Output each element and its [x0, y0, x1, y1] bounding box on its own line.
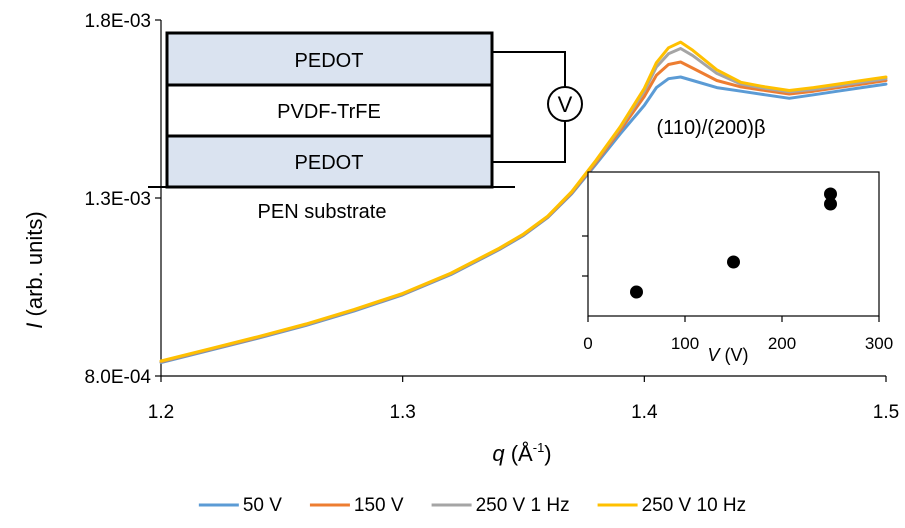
voltmeter-icon: [547, 86, 583, 122]
y-tick-label: 8.0E-04: [84, 367, 151, 388]
legend-item: 250 V 10 Hz: [597, 495, 747, 516]
series-line-250-v-10-hz: [159, 40, 888, 363]
inset-x-ticks: 0 100 200 300: [583, 316, 893, 353]
inset-x-axis-label-italic: V: [707, 345, 721, 365]
layer-label-pedot-bottom: PEDOT: [295, 152, 364, 174]
y-tick-label: 1.3E-03: [84, 189, 151, 210]
peak-annotation: (110)/(200)β: [657, 117, 766, 139]
inset-x-axis-label-rest: (V): [720, 345, 749, 365]
inset-data-point: [824, 197, 837, 211]
x-tick-label: 1.4: [631, 402, 658, 423]
x-axis-label-italic: q: [492, 441, 505, 466]
circuit-wire: [492, 51, 566, 87]
inset-points: [630, 187, 837, 299]
layer-label-pedot-top: PEDOT: [295, 50, 364, 72]
series-lines: [159, 40, 888, 364]
inset-x-tick-label: 300: [865, 334, 893, 353]
legend: 50 V 150 V 250 V 1 Hz 250 V 10 Hz: [198, 495, 747, 516]
legend-label: 250 V 10 Hz: [642, 495, 747, 516]
legend-item: 50 V: [198, 495, 282, 516]
pedot-top-layer: [165, 31, 494, 87]
x-tick-label: 1.3: [389, 402, 415, 423]
inset-y-ticks: [582, 235, 588, 277]
inset-data-point: [727, 255, 740, 269]
y-axis-label: I (arb. units): [22, 211, 47, 328]
inset-x-tick-label: 0: [583, 334, 592, 353]
legend-label: 250 V 1 Hz: [476, 495, 570, 516]
inset-plot: 0 100 200 300 V (V): [582, 171, 893, 365]
circuit-wire-bottom: [492, 121, 566, 163]
inset-x-tick-label: 100: [671, 334, 699, 353]
x-axis-label-sup: -1: [533, 440, 545, 455]
x-axis-label-close: ): [544, 441, 551, 466]
layer-label-pvdf: PVDF-TrFE: [277, 101, 381, 123]
y-tick-label: 1.8E-03: [84, 11, 151, 32]
pedot-bottom-layer: [165, 134, 494, 189]
voltmeter-label: V: [558, 92, 573, 117]
x-axis-label: q (Å-1): [492, 440, 551, 466]
x-tick-label: 1.2: [148, 402, 174, 423]
x-ticks: 1.2 1.3 1.4 1.5: [148, 376, 899, 423]
inset-data-point: [824, 187, 837, 201]
y-ticks: 8.0E-04 1.3E-03 1.8E-03: [84, 11, 161, 388]
substrate-label: PEN substrate: [258, 201, 387, 223]
inset-x-axis-label: V (V): [707, 345, 748, 365]
inset-x-tick-label: 200: [768, 334, 796, 353]
x-tick-label: 1.5: [873, 402, 899, 423]
inset-data-point: [630, 285, 643, 299]
legend-item: 250 V 1 Hz: [431, 495, 570, 516]
x-axis-label-rest: (Å: [505, 441, 533, 466]
y-axis-label-italic: I: [22, 323, 47, 329]
y-axis-label-rest: (arb. units): [22, 211, 47, 322]
legend-label: 50 V: [243, 495, 282, 516]
device-schematic: PEDOT PVDF-TrFE PEDOT PEN substrate V: [148, 31, 583, 223]
legend-item: 150 V: [309, 495, 404, 516]
legend-label: 150 V: [354, 495, 404, 516]
